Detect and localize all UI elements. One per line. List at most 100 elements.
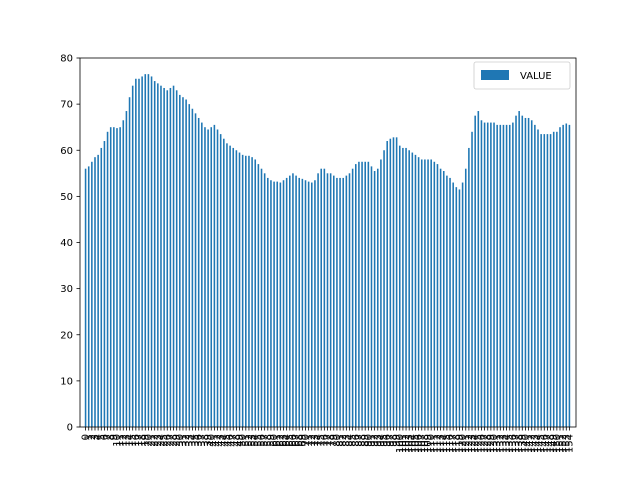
x-tick-label: 147 bbox=[542, 434, 553, 453]
bar bbox=[229, 145, 231, 427]
bar bbox=[493, 122, 495, 427]
bar bbox=[568, 124, 571, 427]
x-tick-label: 5 bbox=[96, 434, 107, 440]
y-tick-label: 30 bbox=[60, 284, 73, 295]
x-tick-label: 132 bbox=[495, 434, 506, 453]
x-tick-label: 66 bbox=[288, 434, 299, 447]
x-tick-label: 114 bbox=[439, 434, 450, 453]
bar bbox=[395, 137, 398, 427]
bar bbox=[304, 180, 307, 427]
bar bbox=[160, 85, 162, 428]
bar bbox=[241, 154, 244, 428]
bar bbox=[486, 122, 489, 427]
x-tick-label: 82 bbox=[338, 434, 349, 447]
x-tick-label: 84 bbox=[344, 434, 355, 447]
x-tick-label: 119 bbox=[454, 434, 465, 453]
bar bbox=[267, 177, 269, 427]
x-tick-label: 45 bbox=[222, 434, 233, 447]
bar bbox=[289, 175, 291, 427]
x-tick-label: 139 bbox=[517, 434, 528, 453]
bar bbox=[150, 76, 153, 427]
x-tick-label: 124 bbox=[470, 434, 481, 453]
bar bbox=[442, 171, 445, 427]
bar bbox=[263, 173, 266, 427]
x-tick-label: 27 bbox=[165, 434, 176, 447]
x-tick-label: 51 bbox=[241, 434, 252, 447]
bar bbox=[147, 74, 150, 427]
y-tick-label: 80 bbox=[60, 54, 73, 65]
x-tick-label: 0 bbox=[81, 434, 92, 440]
x-tick-label: 126 bbox=[476, 434, 487, 453]
bar bbox=[461, 182, 464, 427]
bar bbox=[329, 173, 332, 427]
x-tick-label: 42 bbox=[213, 434, 224, 447]
bar bbox=[402, 147, 404, 427]
x-tick-label: 15 bbox=[128, 434, 139, 447]
bar bbox=[153, 81, 156, 427]
x-tick-label: 111 bbox=[429, 434, 440, 453]
bar bbox=[490, 122, 492, 427]
bar bbox=[197, 117, 200, 428]
bar bbox=[380, 159, 382, 428]
bar bbox=[141, 76, 143, 427]
x-tick-label: 65 bbox=[285, 434, 296, 447]
x-tick-label: 35 bbox=[191, 434, 202, 447]
bar bbox=[370, 166, 373, 427]
bar bbox=[210, 127, 213, 427]
x-tick-label: 81 bbox=[335, 434, 346, 447]
x-tick-label: 57 bbox=[260, 434, 271, 447]
bar-group bbox=[84, 74, 571, 428]
bar bbox=[285, 177, 288, 427]
bar bbox=[530, 120, 533, 428]
x-tick-label: 43 bbox=[216, 434, 227, 447]
bar bbox=[436, 164, 439, 427]
x-tick-label: 137 bbox=[511, 434, 522, 453]
x-tick-label: 109 bbox=[423, 434, 434, 453]
bar bbox=[546, 134, 549, 428]
x-tick-label: 58 bbox=[263, 434, 274, 447]
bar bbox=[182, 97, 184, 428]
x-tick-label: 46 bbox=[225, 434, 236, 447]
x-tick-label: 12 bbox=[118, 434, 129, 447]
x-tick-label: 62 bbox=[275, 434, 286, 447]
x-tick-label: 93 bbox=[373, 434, 384, 447]
x-tick-label: 69 bbox=[297, 434, 308, 447]
x-tick-label: 13 bbox=[121, 434, 132, 447]
x-tick-label: 122 bbox=[464, 434, 475, 453]
x-tick-label: 64 bbox=[282, 434, 293, 447]
x-tick-label: 117 bbox=[448, 434, 459, 453]
bar bbox=[251, 157, 253, 428]
x-tick-label: 98 bbox=[388, 434, 399, 447]
bar bbox=[97, 154, 99, 428]
bar bbox=[207, 129, 209, 428]
bar bbox=[109, 127, 112, 427]
bar bbox=[307, 181, 310, 427]
bar bbox=[273, 181, 275, 427]
y-tick-label: 10 bbox=[60, 376, 73, 387]
x-tick-label: 48 bbox=[231, 434, 242, 447]
x-tick-label: 39 bbox=[203, 434, 214, 447]
bar bbox=[91, 161, 93, 427]
bar bbox=[157, 83, 159, 428]
bar bbox=[464, 168, 467, 427]
bar bbox=[166, 90, 169, 427]
x-tick-label: 11 bbox=[115, 434, 126, 447]
bar bbox=[138, 78, 140, 427]
x-tick-label: 19 bbox=[140, 434, 151, 447]
bar bbox=[534, 124, 536, 427]
bar bbox=[87, 166, 90, 427]
bar bbox=[383, 150, 385, 427]
x-tick-label: 55 bbox=[253, 434, 264, 447]
x-tick-label: 40 bbox=[206, 434, 217, 447]
bar bbox=[455, 187, 458, 427]
x-tick-label: 52 bbox=[244, 434, 255, 447]
bar bbox=[508, 124, 511, 427]
x-tick-label: 22 bbox=[150, 434, 161, 447]
bar bbox=[398, 145, 401, 427]
bar bbox=[122, 120, 125, 428]
bar bbox=[477, 111, 480, 427]
bar bbox=[292, 173, 294, 427]
x-tick-label: 20 bbox=[143, 434, 154, 447]
bar bbox=[474, 115, 476, 427]
x-tick-label: 142 bbox=[527, 434, 538, 453]
